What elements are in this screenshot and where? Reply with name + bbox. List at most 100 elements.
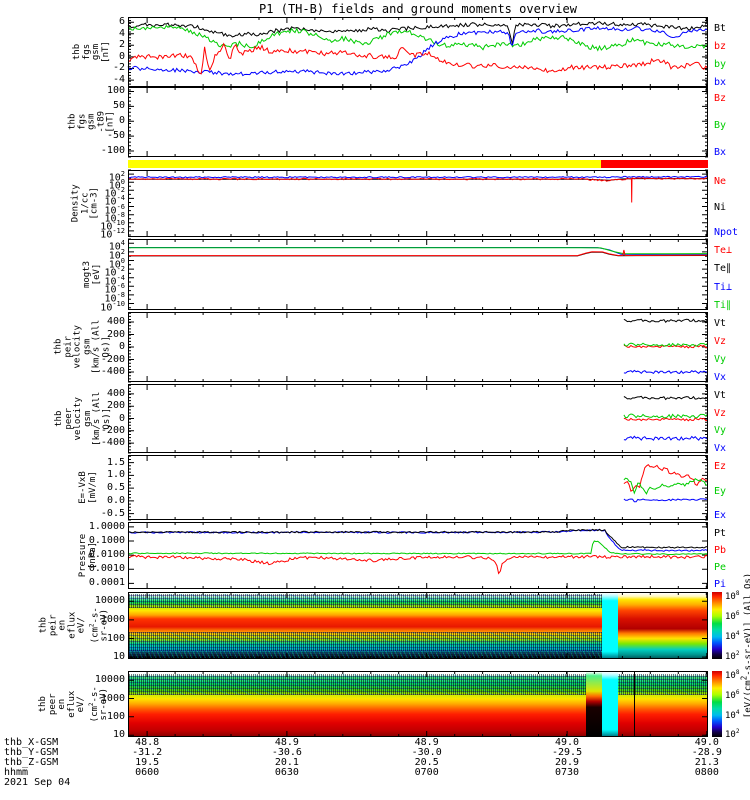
ytick-label: 400	[106, 387, 125, 399]
bottom-row-caption: thb_Z-GSM	[4, 757, 59, 768]
colorbar-unit-label: [eV/(cm2-s-sr-eV)] (All Qs)	[739, 572, 750, 719]
series-label-by: by	[714, 59, 727, 70]
plot-title: P1 (TH-B) fields and ground moments over…	[259, 2, 577, 16]
series-bz	[127, 42, 708, 75]
series-label-bx: bx	[714, 77, 727, 88]
series-label-bz: bz	[714, 41, 727, 52]
bottom-row-value: -31.2	[132, 747, 163, 758]
series-label-Ne: Ne	[714, 176, 727, 187]
date-label: 2021 Sep 04	[4, 777, 71, 788]
colorbar-tick-label: 108	[725, 668, 740, 681]
ytick-label: -2	[112, 62, 125, 74]
ytick-label: 100	[106, 85, 125, 97]
ytick-label: 50	[112, 100, 125, 112]
ytick-label: 1.5	[106, 456, 125, 468]
ylabel-vel_peir: thb peir velocity gsm [km/s (All Qs)]	[53, 319, 111, 375]
bottom-row-value: -28.9	[691, 747, 722, 758]
ytick-label: -50	[106, 130, 125, 142]
bottom-row-value: 0700	[414, 767, 439, 778]
ytick-label: 10-6	[104, 282, 125, 296]
bottom-row-value: 0730	[555, 767, 580, 778]
colorbar-tick-label: 106	[725, 688, 740, 701]
bottom-row-value: 48.9	[274, 737, 299, 748]
ytick-label: -200	[100, 353, 125, 365]
ytick-label: 400	[106, 316, 125, 327]
ylabel-moments_t: mogt3 [eV]	[81, 260, 102, 289]
series-Ne	[127, 177, 708, 182]
bottom-row-value: 49.0	[694, 737, 719, 748]
series-Pe	[127, 540, 708, 555]
ytick-label: 6	[118, 16, 125, 28]
series-label-Pb: Pb	[714, 545, 727, 556]
colorbar	[712, 592, 722, 659]
series-label-Te⊥: Te⊥	[714, 245, 733, 256]
ytick-label: 100	[106, 632, 125, 644]
series-Bt	[127, 21, 708, 45]
series-label-Pt: Pt	[714, 528, 727, 539]
panel-vel_peer	[128, 384, 708, 454]
ytick-label: 10-4	[104, 194, 125, 208]
panel-fgs	[127, 17, 708, 88]
ytick-label: 10-8	[104, 290, 125, 305]
ytick-label: -100	[100, 145, 125, 157]
ytick-label: 104	[108, 239, 125, 253]
spectrogram-column	[601, 672, 619, 736]
bottom-row-value: 0800	[694, 767, 719, 778]
ytick-label: 10-10	[100, 218, 125, 233]
colorbar-tick-label: 104	[725, 708, 740, 721]
panel-density	[127, 169, 708, 237]
series-label-Vy: Vy	[714, 425, 727, 437]
series-label-Bt: Bt	[714, 23, 727, 34]
bottom-row-value: 48.8	[135, 737, 160, 748]
series-by	[127, 24, 708, 52]
series-label-Bx: Bx	[714, 147, 727, 158]
flag-bar-segment	[128, 160, 601, 168]
bottom-row-value: 0630	[274, 767, 299, 778]
ytick-label: 0	[118, 50, 125, 62]
ytick-label: -4	[112, 74, 125, 86]
series-label-Ti⊥: Ti⊥	[714, 281, 733, 293]
ytick-label: 10000	[94, 595, 125, 607]
ytick-label: 102	[108, 170, 125, 184]
ylabel-density: Density 1/cc [cm-3]	[69, 184, 99, 223]
ytick-label: 1.0	[106, 469, 125, 481]
series-Vz	[623, 417, 708, 422]
bottom-row-caption: hhmm	[4, 767, 29, 778]
colorbar-tick-label: 106	[725, 610, 740, 623]
series-Ey	[623, 477, 708, 495]
spectrogram-speckle	[129, 594, 707, 609]
bottom-row-value: 0600	[135, 767, 160, 778]
bottom-row-value: -30.6	[271, 747, 302, 758]
bottom-row-value: 20.5	[414, 757, 439, 768]
ytick-label: 100	[108, 178, 125, 192]
series-label-Pe: Pe	[714, 562, 727, 573]
ytick-label: 0.0001	[88, 577, 125, 589]
ytick-label: 200	[106, 328, 125, 340]
ylabel-spec_ele: thb peer en eflux eV/(cm2-s-sr-eV)	[37, 685, 109, 723]
ytick-label: 100	[108, 256, 125, 270]
series-Npot	[127, 175, 708, 179]
series-Ez	[623, 464, 708, 492]
ytick-label: 1.0000	[88, 520, 125, 532]
series-Ti_par	[128, 247, 709, 255]
series-label-Ey: Ey	[714, 485, 727, 497]
ytick-label: 4	[118, 27, 125, 39]
ylabel-vel_peer: thb peer velocity gsm [km/s (All Qs)]	[53, 391, 111, 446]
colorbar-tick-label: 102	[725, 728, 740, 741]
ytick-label: 10-12	[100, 226, 125, 241]
series-label-By: By	[714, 120, 727, 131]
spectrogram-column	[586, 672, 602, 736]
bottom-row-caption: thb_X-GSM	[4, 737, 59, 748]
series-Te_perp	[128, 249, 709, 257]
series-label-Ti∥: Ti∥	[714, 300, 732, 311]
bottom-row-value: 20.9	[555, 757, 580, 768]
ytick-label: -200	[100, 424, 125, 436]
bottom-row-value: -30.0	[411, 747, 442, 758]
bottom-row-value: 20.1	[274, 757, 299, 768]
ylabel-fgs: thb fgs gsm [nT]	[72, 41, 111, 63]
series-Vy	[623, 342, 708, 348]
ytick-label: 2	[118, 39, 125, 51]
series-label-Vz: Vz	[714, 336, 727, 347]
panel-vel_peir	[128, 312, 708, 383]
